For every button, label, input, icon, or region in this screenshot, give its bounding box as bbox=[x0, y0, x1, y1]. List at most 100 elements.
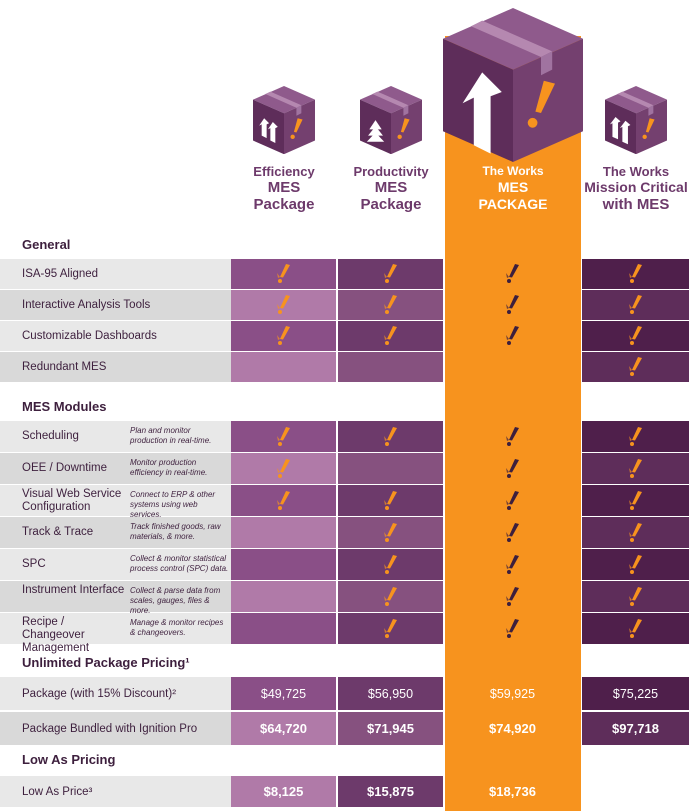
module-row-6-cell-2 bbox=[338, 581, 443, 612]
column-header-2-line3: Package bbox=[360, 196, 422, 213]
pricing-row-2-cell-1: $64,720 bbox=[231, 712, 336, 745]
price-value: $74,920 bbox=[489, 721, 536, 736]
module-row-7-cell-4 bbox=[582, 613, 689, 644]
check-icon bbox=[382, 586, 400, 607]
module-row-6-cell-4 bbox=[582, 581, 689, 612]
general-row-1-cell-2 bbox=[338, 259, 443, 289]
module-row-4-cell-3 bbox=[445, 517, 580, 548]
module-row-6-description: Collect & parse data from scales, gauges… bbox=[130, 586, 221, 615]
box-tree-arrows-icon bbox=[360, 86, 422, 159]
module-row-1-label-bg bbox=[0, 421, 231, 452]
column-header-3: The Works MES PACKAGE bbox=[443, 0, 583, 230]
general-row-2-cell-1 bbox=[231, 290, 336, 320]
module-row-7-cell-1 bbox=[231, 613, 336, 644]
check-icon bbox=[275, 295, 293, 315]
module-row-5-cell-1 bbox=[231, 549, 336, 580]
low-row-cell-3: $18,736 bbox=[445, 776, 580, 807]
check-icon bbox=[627, 522, 645, 543]
price-value: $49,725 bbox=[260, 686, 307, 701]
general-row-1-cell-1 bbox=[231, 259, 336, 289]
general-row-2-label: Interactive Analysis Tools bbox=[22, 299, 151, 311]
general-row-2-cell-4 bbox=[582, 290, 689, 320]
price-value: $64,720 bbox=[260, 721, 307, 736]
module-row-7-label-bg bbox=[0, 613, 231, 644]
check-icon bbox=[627, 586, 645, 607]
general-row-3-cell-3 bbox=[445, 321, 580, 351]
general-row-3-cell-4 bbox=[582, 321, 689, 351]
module-row-5-label-bg bbox=[0, 549, 231, 580]
module-row-5-cell-2 bbox=[338, 549, 443, 580]
general-row-4-cell-1 bbox=[231, 352, 336, 382]
column-header-2-line2: MES bbox=[374, 179, 408, 196]
box-double-arrow-icon bbox=[605, 86, 667, 159]
pricing-row-2-cell-2: $71,945 bbox=[338, 712, 443, 745]
module-row-4-cell-2 bbox=[338, 517, 443, 548]
module-row-7-cell-2 bbox=[338, 613, 443, 644]
pricing-row-2-cell-4: $97,718 bbox=[582, 712, 689, 745]
column-header-4-line2: Mission Critical bbox=[584, 179, 688, 195]
module-row-1-cell-3 bbox=[445, 421, 580, 452]
module-row-6-label: Instrument Interface bbox=[22, 584, 125, 596]
module-row-2-cell-4 bbox=[582, 453, 689, 484]
check-icon bbox=[382, 264, 400, 284]
column-header-4: The Works Mission Critical with MES bbox=[582, 0, 690, 230]
module-row-7-cell-3 bbox=[445, 613, 580, 644]
price-value: $97,718 bbox=[612, 721, 659, 736]
general-row-1-cell-3 bbox=[445, 259, 580, 289]
check-icon bbox=[504, 326, 522, 346]
module-row-3-cell-1 bbox=[231, 485, 336, 516]
general-row-4-label-bg bbox=[0, 352, 231, 382]
pricing-row-2-label-bg bbox=[0, 712, 231, 745]
module-row-2-label: OEE / Downtime bbox=[22, 462, 107, 474]
module-row-3-cell-3 bbox=[445, 485, 580, 516]
check-icon bbox=[382, 554, 400, 575]
module-row-2-cell-1 bbox=[231, 453, 336, 484]
low-row-label-bg bbox=[0, 776, 231, 807]
module-row-3-label: Visual Web Service Configuration bbox=[22, 488, 122, 513]
module-row-3-description: Connect to ERP & other systems using web… bbox=[130, 490, 216, 519]
general-row-2-cell-2 bbox=[338, 290, 443, 320]
price-value: $18,736 bbox=[489, 784, 536, 799]
check-icon bbox=[382, 326, 400, 346]
check-icon bbox=[504, 426, 522, 447]
module-row-4-label: Track & Trace bbox=[22, 526, 94, 538]
section-general-title: General bbox=[22, 237, 71, 252]
price-value: $75,225 bbox=[612, 686, 659, 701]
low-row-label: Low As Price³ bbox=[22, 786, 93, 798]
pricing-row-1-label: Package (with 15% Discount)² bbox=[22, 688, 177, 700]
column-header-2-line1: Productivity bbox=[353, 164, 429, 179]
box-two-arrows-icon bbox=[253, 86, 315, 159]
column-header-3-line1: The Works bbox=[482, 164, 544, 178]
check-icon bbox=[382, 490, 400, 511]
column-header-1-line1: Efficiency bbox=[253, 164, 315, 179]
module-row-5-cell-4 bbox=[582, 549, 689, 580]
section-unlimited-title: Unlimited Package Pricing¹ bbox=[22, 655, 190, 670]
module-row-2-description: Monitor production efficiency in real-ti… bbox=[130, 458, 208, 477]
check-icon bbox=[382, 295, 400, 315]
general-row-4-label: Redundant MES bbox=[22, 361, 107, 373]
module-row-6-label-bg bbox=[0, 581, 231, 612]
price-value: $71,945 bbox=[367, 721, 414, 736]
module-row-6-cell-3 bbox=[445, 581, 580, 612]
module-row-5-description: Collect & monitor statistical process co… bbox=[130, 554, 229, 573]
section-low-as-title: Low As Pricing bbox=[22, 752, 116, 767]
general-row-4-cell-4 bbox=[582, 352, 689, 382]
general-row-2-cell-3 bbox=[445, 290, 580, 320]
check-icon bbox=[504, 458, 522, 479]
check-icon bbox=[275, 426, 293, 447]
module-row-1-label: Scheduling bbox=[22, 430, 79, 442]
column-header-2: Productivity MES Package bbox=[338, 0, 444, 230]
module-row-2-label-bg bbox=[0, 453, 231, 484]
column-header-3-line3: PACKAGE bbox=[478, 196, 548, 212]
price-value: $56,950 bbox=[367, 686, 414, 701]
column-header-4-line3: with MES bbox=[602, 196, 670, 213]
column-header-1-line3: Package bbox=[253, 196, 315, 213]
low-row-cell-1: $8,125 bbox=[231, 776, 336, 807]
module-row-1-cell-4 bbox=[582, 421, 689, 452]
module-row-4-description: Track finished goods, raw materials, & m… bbox=[130, 522, 221, 541]
check-icon bbox=[382, 522, 400, 543]
check-icon bbox=[504, 522, 522, 543]
check-icon bbox=[504, 264, 522, 284]
check-icon bbox=[627, 264, 645, 284]
section-modules-title: MES Modules bbox=[22, 399, 107, 414]
